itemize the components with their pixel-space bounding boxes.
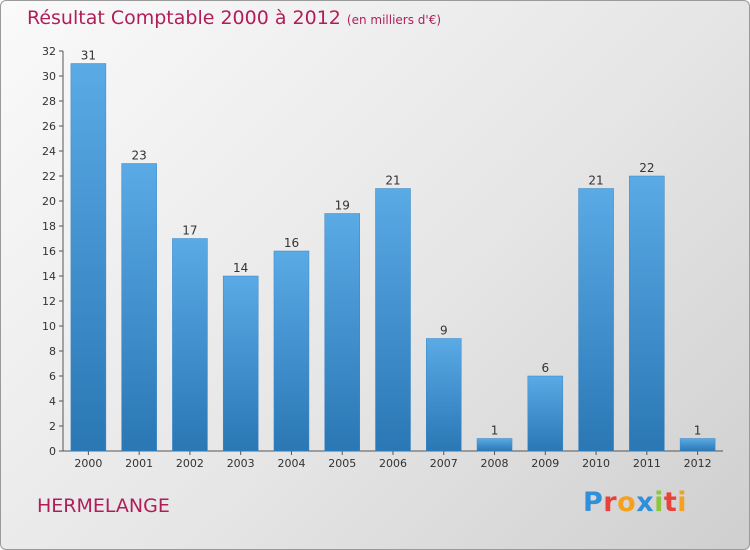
bar xyxy=(70,63,107,452)
proxiti-logo: Proxiti xyxy=(583,487,687,518)
y-tick-label: 6 xyxy=(49,370,56,383)
bar xyxy=(679,438,716,452)
x-tick-label: 2007 xyxy=(430,457,458,470)
x-tick-label: 2001 xyxy=(125,457,153,470)
place-name: HERMELANGE xyxy=(37,495,170,517)
x-tick-label: 2009 xyxy=(531,457,559,470)
x-tick-label: 2012 xyxy=(684,457,712,470)
bar xyxy=(476,438,513,452)
y-tick-label: 24 xyxy=(42,145,56,158)
x-tick-label: 2002 xyxy=(176,457,204,470)
x-tick-label: 2011 xyxy=(633,457,661,470)
bar xyxy=(578,188,614,452)
bar xyxy=(324,213,360,452)
bar xyxy=(121,163,157,452)
bar-value-label: 14 xyxy=(233,261,248,275)
y-tick-label: 30 xyxy=(42,70,56,83)
x-tick-label: 2003 xyxy=(227,457,255,470)
y-tick-label: 0 xyxy=(49,445,56,458)
bar-value-label: 23 xyxy=(132,149,147,163)
logo-letter: o xyxy=(617,487,637,518)
bar-value-label: 21 xyxy=(588,174,603,188)
y-tick-label: 18 xyxy=(42,220,56,233)
y-tick-label: 26 xyxy=(42,120,56,133)
x-tick-label: 2000 xyxy=(74,457,102,470)
y-tick-label: 8 xyxy=(49,345,56,358)
y-tick-label: 14 xyxy=(42,270,56,283)
bar-value-label: 31 xyxy=(81,49,96,63)
bar-value-label: 1 xyxy=(491,424,499,438)
chart-title-text: Résultat Comptable 2000 à 2012 xyxy=(27,7,341,29)
bar xyxy=(222,275,259,452)
y-tick-label: 10 xyxy=(42,320,56,333)
bars xyxy=(70,63,716,452)
y-tick-label: 32 xyxy=(42,45,56,58)
bar-value-label: 16 xyxy=(284,236,299,250)
y-tick-label: 2 xyxy=(49,420,56,433)
bar xyxy=(273,250,310,452)
bar-value-label: 6 xyxy=(541,361,549,375)
y-tick-label: 22 xyxy=(42,170,56,183)
y-tick-label: 28 xyxy=(42,95,56,108)
bar-value-label: 19 xyxy=(335,199,350,213)
y-tick-label: 20 xyxy=(42,195,56,208)
bar-value-label: 22 xyxy=(639,161,654,175)
logo-letter: t xyxy=(663,487,678,518)
y-tick-label: 12 xyxy=(42,295,56,308)
bar-value-label: 1 xyxy=(694,424,702,438)
logo-letter: x xyxy=(636,487,655,518)
bar xyxy=(426,338,462,452)
y-tick-label: 16 xyxy=(42,245,56,258)
y-tick-label: 4 xyxy=(49,395,56,408)
bar-value-label: 9 xyxy=(440,324,448,338)
x-tick-label: 2010 xyxy=(582,457,610,470)
logo-letter: i xyxy=(654,487,664,518)
chart-title: Résultat Comptable 2000 à 2012 (en millie… xyxy=(27,7,441,29)
logo-letter: i xyxy=(677,487,688,518)
x-tick-label: 2004 xyxy=(277,457,305,470)
bar-value-label: 17 xyxy=(182,224,197,238)
bar xyxy=(629,175,665,452)
logo-letter: r xyxy=(603,487,618,518)
x-tick-label: 2008 xyxy=(481,457,509,470)
x-tick-label: 2006 xyxy=(379,457,407,470)
bar xyxy=(375,188,411,452)
chart-unit: (en milliers d'€) xyxy=(346,13,442,27)
bar xyxy=(527,375,564,452)
x-tick-label: 2005 xyxy=(328,457,356,470)
bar-value-label: 21 xyxy=(385,174,400,188)
logo-letter: P xyxy=(583,487,604,518)
bar xyxy=(172,238,208,452)
